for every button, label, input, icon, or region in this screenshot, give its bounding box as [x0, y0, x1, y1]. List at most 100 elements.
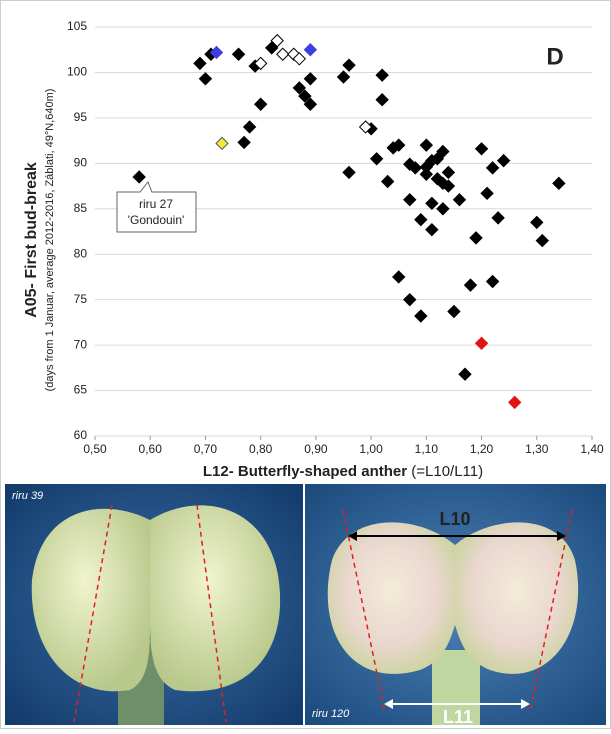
data-point	[292, 52, 307, 66]
x-axis-title-main: L12- Butterfly-shaped anther	[203, 463, 407, 480]
data-point	[414, 309, 428, 323]
callout: riru 27 'Gondouin'	[116, 181, 197, 233]
data-point	[336, 70, 351, 84]
data-point	[358, 120, 373, 134]
x-tick-label: 0,70	[194, 442, 218, 456]
data-point	[403, 292, 417, 307]
y-tick-label: 90	[74, 156, 88, 170]
x-axis-title-suffix: (=L10/L11)	[411, 463, 483, 480]
anther-lobe	[455, 522, 579, 674]
data-point	[292, 81, 307, 95]
measure-label: L10	[439, 509, 470, 529]
x-tick-label: 1,10	[415, 442, 439, 456]
y-tick-label: 75	[74, 292, 88, 306]
data-point	[265, 41, 279, 55]
data-point	[474, 142, 489, 156]
x-tick-label: 1,00	[359, 442, 383, 456]
data-point	[303, 43, 318, 57]
x-axis-title: L12- Butterfly-shaped anther (=L10/L11)	[203, 463, 483, 480]
data-point	[392, 138, 406, 152]
data-point	[303, 72, 318, 86]
data-point	[253, 56, 268, 71]
data-point	[419, 167, 434, 181]
data-point	[441, 165, 456, 180]
photo-label: riru 120	[312, 708, 350, 720]
anther-lobe	[150, 505, 281, 692]
data-point	[552, 176, 566, 191]
data-point	[480, 186, 494, 201]
data-point	[231, 47, 246, 61]
data-point	[458, 367, 472, 381]
measure-line	[73, 504, 113, 723]
x-tick-label: 0,90	[304, 442, 328, 456]
data-point	[469, 231, 483, 245]
y-tick-label: 95	[74, 110, 88, 124]
data-point	[270, 33, 284, 48]
data-point	[425, 222, 439, 237]
data-point	[474, 336, 489, 351]
data-point	[242, 120, 257, 134]
data-point	[485, 274, 500, 289]
data-point	[447, 304, 461, 319]
callout-line: 'Gondouin'	[128, 213, 185, 227]
callout-line: riru 27	[139, 197, 173, 211]
data-point	[237, 135, 251, 150]
data-point	[496, 153, 511, 168]
data-point	[380, 174, 395, 189]
photo-left: riru 39	[5, 484, 303, 725]
data-point	[452, 192, 467, 207]
anther-lobe	[31, 508, 150, 692]
data-point	[132, 170, 146, 184]
data-point	[430, 152, 445, 166]
y-tick-label: 65	[74, 383, 88, 397]
data-point	[193, 56, 207, 71]
y-tick-label: 80	[74, 246, 88, 260]
data-point	[485, 161, 500, 175]
data-point	[375, 93, 389, 107]
x-tick-label: 1,30	[525, 442, 549, 456]
data-point	[215, 136, 229, 151]
y-axis-subtitle: (days from 1 Januar, average 2012-2016, …	[44, 89, 56, 392]
measure-line	[529, 509, 573, 713]
data-point	[392, 270, 406, 284]
x-tick-label: 0,80	[249, 442, 273, 456]
y-tick-label: 105	[67, 19, 87, 33]
x-tick-label: 0,60	[139, 442, 163, 456]
data-point	[414, 212, 428, 227]
measure-label: L11	[443, 707, 473, 727]
x-tick-label: 1,20	[470, 442, 494, 456]
data-point	[369, 152, 384, 166]
data-point	[408, 161, 422, 175]
callout-box	[116, 181, 197, 233]
data-point	[463, 278, 478, 292]
data-point	[342, 58, 356, 72]
data-point	[441, 179, 456, 193]
photo-label: riru 39	[12, 490, 43, 502]
anther-lobe	[327, 522, 455, 674]
data-point	[198, 72, 213, 86]
y-tick-label: 70	[74, 337, 88, 351]
data-point	[276, 47, 290, 61]
data-point	[530, 215, 544, 230]
data-point	[303, 97, 318, 111]
y-axis-title: A05- First bud-break	[23, 162, 40, 318]
data-point	[375, 68, 389, 82]
data-point	[209, 45, 224, 60]
data-point	[436, 144, 450, 159]
x-tick-label: 1,40	[580, 442, 604, 456]
filament	[432, 650, 480, 725]
data-point	[342, 165, 356, 180]
plot: 60 65 70 75 80 85 90 95 100 105 0,50 0,60 0,70 0,80 0,…	[67, 19, 604, 456]
data-point	[253, 97, 268, 111]
data-point	[419, 138, 434, 152]
data-point	[491, 211, 505, 225]
data-point	[507, 395, 522, 410]
measure-line	[342, 509, 386, 713]
data-point	[436, 202, 450, 216]
panel-label: D	[546, 43, 563, 70]
x-tick-label: 0,50	[83, 442, 107, 456]
photo-right: L10 L11 riru 120	[305, 484, 606, 727]
data-point	[403, 192, 417, 207]
